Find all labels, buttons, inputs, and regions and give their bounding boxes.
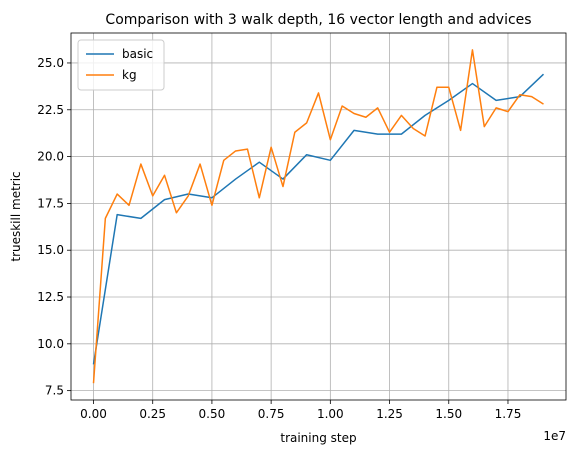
series-lines [92,49,545,384]
x-axis-scale-label: 1e7 [543,429,566,443]
y-tick-label: 7.5 [45,384,64,398]
y-tick-label: 20.0 [37,150,64,164]
x-tick-label: 1.00 [317,407,344,421]
x-axis-label: training step [280,431,356,445]
y-tick-label: 25.0 [37,56,64,70]
plot-area [70,32,567,401]
series-line-kg [92,49,544,384]
grid [71,33,566,400]
x-tick-label: 1.25 [376,407,403,421]
legend-label-basic: basic [122,47,153,61]
legend: basic kg [77,39,165,91]
legend-label-kg: kg [122,68,137,82]
x-tick-label: 0.75 [258,407,285,421]
x-tick-label: 0.50 [199,407,226,421]
y-tick-label: 17.5 [37,196,64,210]
y-tick-label: 12.5 [37,290,64,304]
y-tick-label: 10.0 [37,337,64,351]
legend-box [77,39,165,91]
x-tick-label: 1.50 [435,407,462,421]
y-axis-label: trueskill metric [9,171,23,261]
x-tick-label: 1.75 [495,407,522,421]
y-tick-label: 15.0 [37,243,64,257]
y-tick-label: 22.5 [37,103,64,117]
x-tick-label: 0.25 [139,407,166,421]
y-axis-ticks: 7.5 10.0 12.5 15.0 17.5 20.0 22.5 25.0 [37,56,71,398]
x-tick-label: 0.00 [80,407,107,421]
series-line-basic [92,73,545,365]
x-axis-ticks: 0.00 0.25 0.50 0.75 1.00 1.25 1.50 1.75 [80,400,521,421]
chart-title: Comparison with 3 walk depth, 16 vector … [105,12,531,28]
